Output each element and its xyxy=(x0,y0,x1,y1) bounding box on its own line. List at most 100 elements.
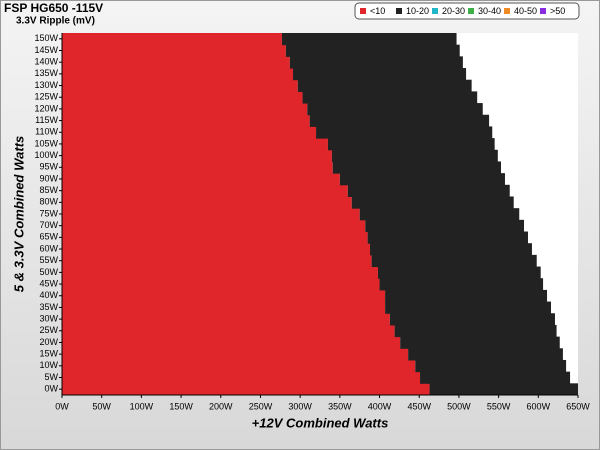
bar-segment xyxy=(62,371,421,384)
bar-segment xyxy=(62,103,308,116)
y-tick-label: 15W xyxy=(39,349,58,359)
y-tick-label: 55W xyxy=(39,255,58,265)
bar-segment xyxy=(62,359,416,373)
bar-segment xyxy=(62,196,352,209)
bar-segment xyxy=(371,254,537,268)
y-tick-label: 130W xyxy=(34,80,58,90)
y-tick-label: 25W xyxy=(39,325,58,335)
x-tick-label: 0W xyxy=(55,401,69,411)
y-tick-label: 120W xyxy=(34,103,58,113)
bar-segment xyxy=(62,336,401,349)
bar-segment xyxy=(302,91,478,104)
legend-swatch xyxy=(396,8,402,14)
x-tick-label: 600W xyxy=(527,401,551,411)
bar-segment xyxy=(62,184,348,197)
legend-label: 30-40 xyxy=(478,6,501,16)
bar-segment xyxy=(62,289,386,303)
bar-segment xyxy=(351,196,514,209)
x-tick-label: 550W xyxy=(487,401,511,411)
x-tick-label: 450W xyxy=(407,401,431,411)
legend-swatch xyxy=(432,8,438,14)
y-tick-label: 100W xyxy=(34,150,58,160)
bar-segment xyxy=(415,359,567,373)
y-tick-label: 105W xyxy=(34,138,58,148)
x-tick-label: 200W xyxy=(209,401,233,411)
y-tick-label: 75W xyxy=(39,208,58,218)
x-tick-label: 100W xyxy=(130,401,154,411)
bar-segment xyxy=(367,231,528,244)
bar-segment xyxy=(62,219,366,233)
legend-label: >50 xyxy=(550,6,565,16)
legend-label: 10-20 xyxy=(406,6,429,16)
y-tick-label: 125W xyxy=(34,92,58,102)
bar-segment xyxy=(365,219,525,233)
legend-label: 20-30 xyxy=(442,6,465,16)
x-tick-label: 350W xyxy=(328,401,352,411)
y-tick-label: 150W xyxy=(34,33,58,43)
bar-segment xyxy=(289,56,463,69)
y-tick-label: 90W xyxy=(39,173,58,183)
bar-segment xyxy=(370,243,532,256)
y-tick-label: 10W xyxy=(39,360,58,370)
bar-segment xyxy=(62,33,282,46)
bar-segment xyxy=(62,56,290,69)
bar-segment xyxy=(62,278,380,291)
bar-segment xyxy=(400,336,560,349)
bar-segment xyxy=(347,184,510,197)
y-tick-label: 145W xyxy=(34,45,58,55)
y-tick-label: 0W xyxy=(45,384,59,394)
y-tick-label: 80W xyxy=(39,197,58,207)
bar-segment xyxy=(307,103,483,116)
bar-segment xyxy=(62,149,332,162)
legend-label: 40-50 xyxy=(514,6,537,16)
y-tick-label: 30W xyxy=(39,313,58,323)
bar-segment xyxy=(309,114,490,127)
bar-segment xyxy=(332,161,501,174)
bar-segment xyxy=(62,44,286,57)
legend-swatch xyxy=(468,8,474,14)
bar-segment xyxy=(359,208,520,221)
y-tick-label: 45W xyxy=(39,278,58,288)
y-tick-label: 85W xyxy=(39,185,58,195)
bar-segment xyxy=(62,231,368,244)
y-tick-label: 40W xyxy=(39,290,58,300)
y-tick-label: 20W xyxy=(39,337,58,347)
bar-segment xyxy=(327,138,495,151)
chart-subtitle: 3.3V Ripple (mV) xyxy=(16,16,95,27)
bar-segment xyxy=(62,68,294,81)
x-tick-label: 50W xyxy=(92,401,111,411)
y-tick-label: 140W xyxy=(34,57,58,67)
bar-segment xyxy=(385,301,552,314)
legend-swatch xyxy=(540,8,546,14)
y-tick-label: 65W xyxy=(39,232,58,242)
bar-segment xyxy=(62,266,378,279)
bar-segment xyxy=(62,173,340,186)
y-tick-label: 115W xyxy=(35,115,58,125)
legend-swatch xyxy=(504,8,510,14)
bar-segment xyxy=(62,313,390,326)
y-tick-label: 135W xyxy=(34,68,58,78)
legend-label: <10 xyxy=(370,6,385,16)
bar-segment xyxy=(62,126,317,139)
bar-segment xyxy=(316,126,493,139)
x-tick-label: 650W xyxy=(566,401,590,411)
bar-segment xyxy=(62,383,430,396)
bar-segment xyxy=(62,324,395,338)
bar-segment xyxy=(389,313,555,326)
legend-swatch xyxy=(360,8,366,14)
y-tick-label: 5W xyxy=(45,372,59,382)
bar-segment xyxy=(62,91,303,104)
x-tick-label: 400W xyxy=(368,401,392,411)
x-tick-label: 500W xyxy=(447,401,471,411)
chart-title: FSP HG650 -115V xyxy=(4,1,103,15)
bar-segment xyxy=(293,68,467,81)
bar-segment xyxy=(377,266,541,279)
bar-segment xyxy=(62,138,328,151)
bar-segment xyxy=(62,254,372,268)
y-tick-label: 70W xyxy=(39,220,58,230)
bar-segment xyxy=(62,243,371,256)
bar-segment xyxy=(379,278,544,291)
bar-segment xyxy=(285,44,460,57)
